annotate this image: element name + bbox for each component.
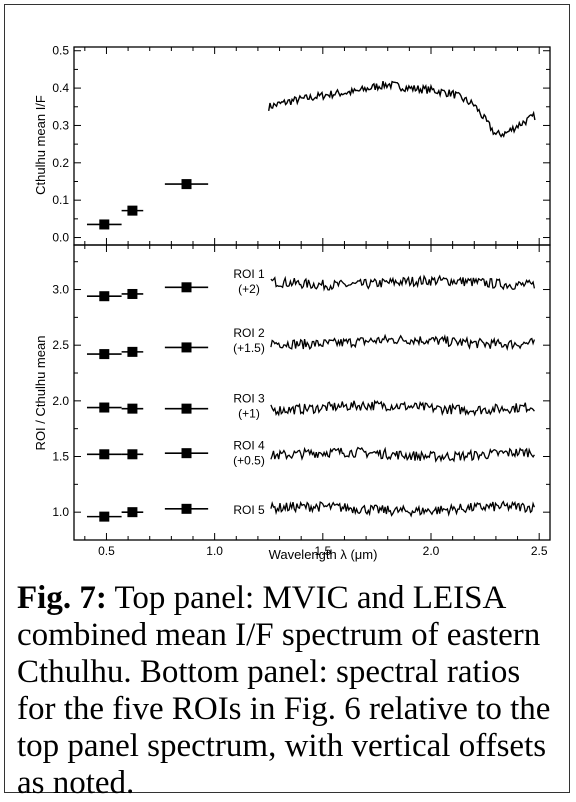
roi-mvic-point [181,403,192,414]
caption-text: Top panel: MVIC and LEISA combined mean … [17,580,551,801]
roi-mvic-point [99,291,110,302]
top-y-tick-label: 0.5 [52,44,69,58]
roi-mvic-point [127,403,138,414]
roi-offset-label: (+1) [238,407,260,421]
roi-offset-label: (+2) [238,282,260,296]
roi-label: ROI 3 [233,392,265,406]
top-y-tick-label: 0.4 [52,81,69,95]
mvic-point [99,219,110,230]
bottom-y-tick-label: 1.5 [52,450,69,464]
roi-label: ROI 4 [233,438,265,452]
leisa-spectrum-line [268,80,536,138]
top-axes: 0.0 0.1 0.2 0.3 0.4 0.5 [52,44,550,245]
roi-mvic-point [99,511,110,522]
figure-caption: Fig. 7: Top panel: MVIC and LEISA combin… [17,580,565,802]
bottom-marks: ROI 1(+2) ROI 2(+1.5) ROI 3(+1) ROI 4(+0.5)… [86,267,536,522]
roi-mvic-point [99,402,110,413]
x-tick-label: 1.5 [314,544,331,558]
roi-mvic-point [99,449,110,460]
roi-mvic-point [127,288,138,299]
roi-offset-label: (+0.5) [233,453,265,467]
roi-mvic-point [181,282,192,293]
bottom-axes: 1.0 1.5 2.0 2.5 3.0 0.5 1.0 1.5 2.0 2.5 [52,245,550,558]
roi-mvic-point [181,503,192,514]
mvic-point [181,179,192,190]
roi-label: ROI 5 [233,503,265,517]
top-y-tick-label: 0.1 [52,193,69,207]
bottom-y-tick-label: 3.0 [52,283,69,297]
roi-spectrum-line [270,333,536,351]
bottom-y-tick-label: 1.0 [52,505,69,519]
bottom-y-tick-label: 2.0 [52,394,69,408]
top-y-axis-label: Cthulhu mean I/F [33,95,48,195]
x-tick-label: 2.5 [531,544,548,558]
x-tick-label: 0.5 [98,544,115,558]
top-y-tick-label: 0.0 [52,231,69,245]
roi-spectrum-line [270,500,536,518]
mvic-point [127,205,138,216]
roi-label: ROI 1 [233,267,265,281]
roi-mvic-point [127,507,138,518]
roi-spectrum-line [270,446,535,463]
top-panel-frame [73,46,551,246]
roi-mvic-point [127,346,138,357]
top-marks [86,80,536,230]
roi-label: ROI 2 [233,326,265,340]
roi-mvic-point [181,342,192,353]
roi-offset-label: (+1.5) [233,341,265,355]
top-y-tick-label: 0.3 [52,118,69,132]
figure-chart: 0.00.10.20.30.40.5 1.01.52.02.53.00.5 1.0… [33,44,551,562]
roi-mvic-point [127,449,138,460]
x-tick-label: 2.0 [423,544,440,558]
bottom-panel-frame [73,244,551,541]
figure-frame: 0.0 0.1 0.2 0.3 0.4 0.5 1.0 1.5 2.0 2.5 3.0 0.5 1.0… [4,4,570,801]
roi-mvic-point [99,349,110,360]
bottom-y-axis-label: ROI / Cthulhu mean [33,336,48,451]
roi-mvic-point [181,448,192,459]
caption-label: Fig. 7: [17,580,107,616]
roi-spectrum-line [270,274,536,292]
bottom-y-tick-label: 2.5 [52,338,69,352]
x-tick-label: 1.0 [206,544,223,558]
top-y-tick-label: 0.2 [52,156,69,170]
roi-spectrum-line [270,399,535,417]
x-axis-label: Wavelength λ (μm) [269,547,378,562]
